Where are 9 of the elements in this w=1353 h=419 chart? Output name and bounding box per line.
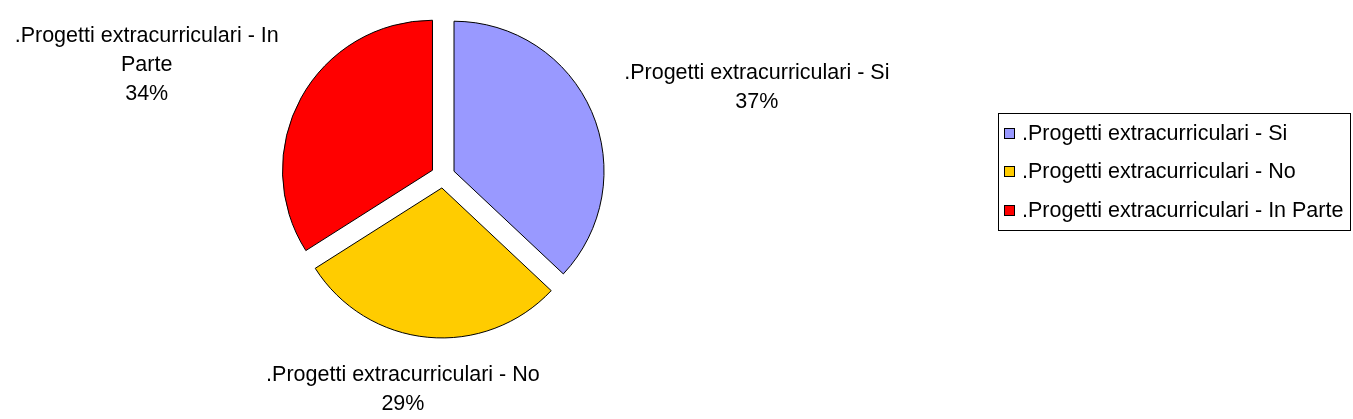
legend-label: .Progetti extracurriculari - No (1022, 159, 1296, 185)
legend-label: .Progetti extracurriculari - Si (1022, 120, 1288, 146)
data-label: 34% (125, 81, 169, 106)
slice-label: .Progetti extracurriculari - No (266, 362, 540, 387)
data-label: 29% (381, 391, 425, 416)
slice-label: .Progetti extracurriculari - In Parte (14, 23, 279, 77)
slice-label: .Progetti extracurriculari - Si (624, 59, 890, 84)
legend-label: .Progetti extracurriculari - In Parte (1022, 197, 1344, 223)
data-label: 37% (735, 88, 779, 113)
